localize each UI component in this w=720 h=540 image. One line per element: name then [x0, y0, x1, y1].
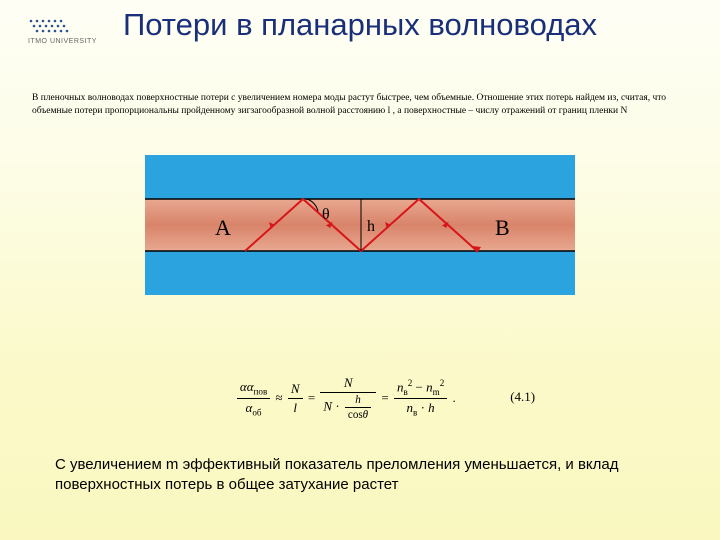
formula-dot: .: [453, 390, 456, 405]
formula: ααповαпов αоб ≈ N l = N N · hcosθ = nв2 …: [235, 375, 456, 421]
equation-number: (4.1): [510, 389, 535, 405]
eq-sign-2: =: [381, 390, 388, 405]
diagram-svg: A θ h B: [145, 155, 575, 295]
label-a: A: [215, 215, 231, 240]
intro-paragraph: В пленочных волноводах поверхностные пот…: [32, 92, 688, 118]
eq-sign-1: =: [308, 390, 315, 405]
waveguide-diagram: A θ h B: [145, 155, 575, 295]
slide-title: Потери в планарных волноводах: [0, 6, 720, 45]
formula-block: ααповαпов αоб ≈ N l = N N · hcosθ = nв2 …: [200, 375, 570, 421]
bottom-paragraph: С увеличением m эффективный показатель п…: [55, 455, 665, 494]
approx-sign: ≈: [276, 390, 283, 405]
label-theta: θ: [322, 206, 330, 223]
label-b: B: [495, 215, 510, 240]
label-h: h: [367, 218, 375, 235]
